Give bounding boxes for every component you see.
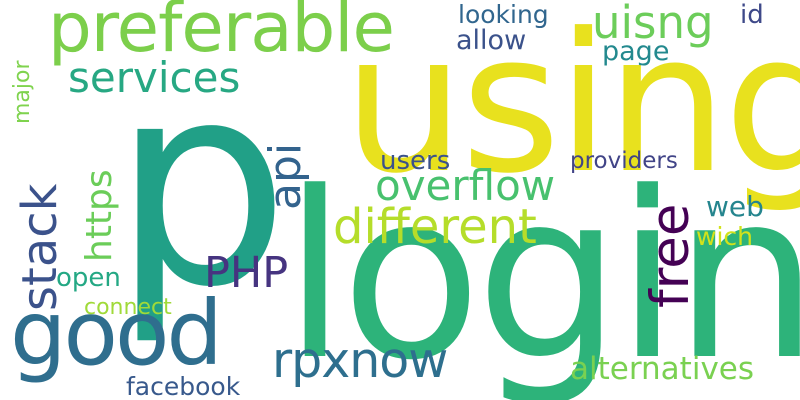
word-open: open xyxy=(56,263,121,293)
word-good: good xyxy=(10,281,223,385)
word-users: users xyxy=(380,146,451,176)
word-allow: allow xyxy=(456,25,527,56)
word-using: using xyxy=(343,0,800,216)
word-p: p xyxy=(112,23,290,349)
word-wich: wich xyxy=(696,222,753,251)
word-providers: providers xyxy=(570,148,678,174)
word-services: services xyxy=(68,53,241,102)
word-major: major xyxy=(10,60,35,124)
word-overflow: overflow xyxy=(375,161,556,210)
word-php: PHP xyxy=(204,248,289,298)
word-page: page xyxy=(602,36,670,67)
word-https: https xyxy=(79,169,120,262)
word-free: free xyxy=(640,203,701,309)
word-uisng: uisng xyxy=(592,0,714,49)
word-id: id xyxy=(740,0,764,30)
word-login: login xyxy=(283,144,800,400)
word-facebook: facebook xyxy=(126,372,241,400)
word-alternatives: alternatives xyxy=(570,351,755,387)
word-web: web xyxy=(706,190,764,223)
word-connect: connect xyxy=(84,295,172,320)
word-looking: looking xyxy=(458,0,549,29)
word-api: api xyxy=(260,142,311,210)
word-rpxnow: rpxnow xyxy=(272,332,448,389)
word-preferable: preferable xyxy=(48,0,395,68)
word-different: different xyxy=(333,199,537,255)
